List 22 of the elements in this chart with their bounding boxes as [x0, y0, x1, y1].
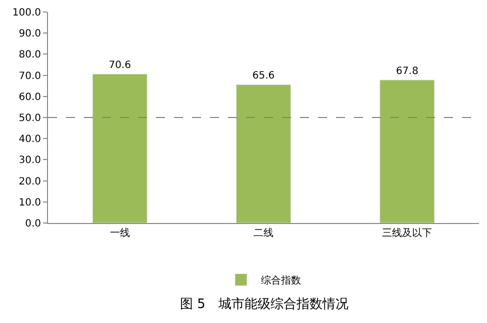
y-tick-label: 40.0	[18, 134, 41, 146]
x-tick-label: 一线	[110, 227, 130, 239]
y-tick-label: 90.0	[18, 28, 41, 40]
data-label: 65.6	[252, 70, 275, 82]
y-tick-label: 60.0	[18, 92, 41, 103]
y-tick-label: 100.0	[12, 8, 41, 18]
data-label: 67.8	[396, 66, 418, 77]
y-tick-label: 10.0	[18, 197, 41, 208]
bar	[380, 80, 435, 223]
bar	[92, 74, 148, 223]
legend-label: 综合指数	[261, 274, 301, 287]
data-label: 70.6	[108, 60, 131, 72]
y-tick-label: 20.0	[18, 176, 41, 188]
y-tick-label: 0.0	[25, 218, 41, 230]
x-tick-label: 二线	[254, 227, 274, 239]
bar	[236, 84, 292, 223]
y-tick-label: 70.0	[18, 70, 41, 82]
y-tick-label: 80.0	[18, 50, 41, 61]
y-tick-label: 30.0	[18, 155, 41, 166]
text: 图 5 城市能级综合指数情况	[180, 297, 348, 312]
y-tick-label: 50.0	[18, 113, 41, 124]
x-tick-label: 三线及以下	[382, 227, 432, 239]
